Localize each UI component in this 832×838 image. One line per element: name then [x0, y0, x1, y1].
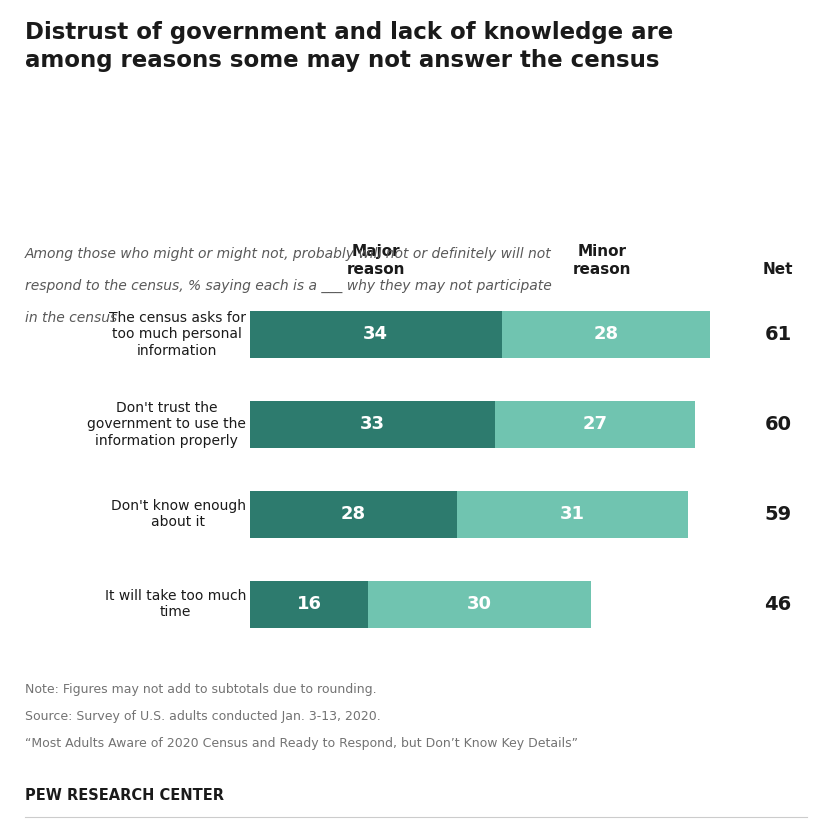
Bar	[250, 491, 458, 538]
Text: 46: 46	[765, 595, 791, 613]
Text: Note: Figures may not add to subtotals due to rounding.: Note: Figures may not add to subtotals d…	[25, 683, 377, 696]
Text: Distrust of government and lack of knowledge are
among reasons some may not answ: Distrust of government and lack of knowl…	[25, 21, 673, 72]
Text: Among those who might or might not, probably will not or definitely will not: Among those who might or might not, prob…	[25, 247, 552, 261]
Text: respond to the census, % saying each is a ___ why they may not participate: respond to the census, % saying each is …	[25, 279, 552, 293]
Text: 33: 33	[359, 416, 384, 433]
Text: Major
reason: Major reason	[347, 244, 405, 277]
Text: Don't know enough
about it: Don't know enough about it	[111, 499, 246, 530]
Text: Net: Net	[763, 261, 793, 277]
Bar	[458, 491, 687, 538]
Bar	[250, 401, 494, 447]
Bar	[369, 581, 591, 628]
Text: Source: Survey of U.S. adults conducted Jan. 3-13, 2020.: Source: Survey of U.S. adults conducted …	[25, 710, 381, 723]
Text: “Most Adults Aware of 2020 Census and Ready to Respond, but Don’t Know Key Detai: “Most Adults Aware of 2020 Census and Re…	[25, 737, 578, 750]
Text: Don't trust the
government to use the
information properly: Don't trust the government to use the in…	[87, 401, 246, 447]
Text: PEW RESEARCH CENTER: PEW RESEARCH CENTER	[25, 788, 224, 803]
Text: 27: 27	[582, 416, 607, 433]
Bar	[250, 311, 502, 358]
Text: 28: 28	[341, 505, 366, 523]
Text: 31: 31	[560, 505, 585, 523]
Text: 61: 61	[765, 325, 791, 344]
Text: 34: 34	[364, 325, 389, 344]
Text: 28: 28	[593, 325, 618, 344]
Bar	[502, 311, 710, 358]
Bar	[250, 581, 369, 628]
Text: 30: 30	[468, 595, 493, 613]
Text: 60: 60	[765, 415, 791, 434]
Text: It will take too much
time: It will take too much time	[105, 589, 246, 619]
Text: The census asks for
too much personal
information: The census asks for too much personal in…	[109, 311, 246, 358]
Text: in the census: in the census	[25, 311, 117, 325]
Text: Minor
reason: Minor reason	[573, 244, 631, 277]
Text: 59: 59	[765, 504, 791, 524]
Bar	[494, 401, 695, 447]
Text: 16: 16	[296, 595, 321, 613]
